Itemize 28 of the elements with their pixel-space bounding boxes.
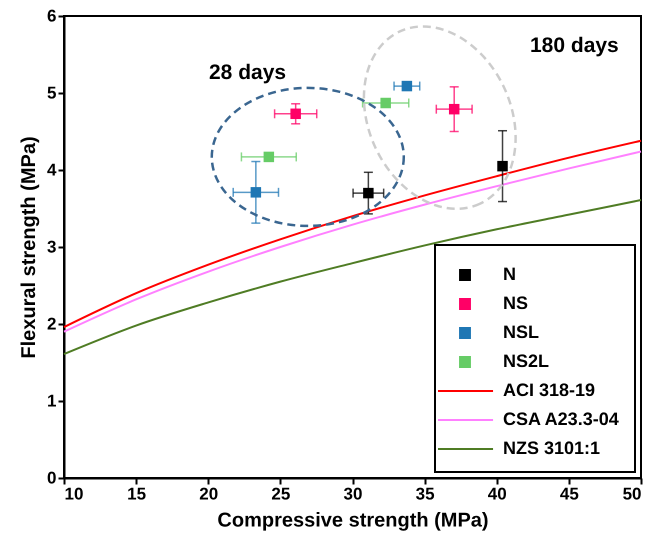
x-tick-label: 30 [344,484,362,504]
x-tick-label: 50 [622,484,642,504]
x-tick-label: 25 [271,484,290,504]
legend-label: NZS 3101:1 [503,438,600,458]
legend-label: CSA A23.3-04 [503,409,619,429]
y-tick-label: 5 [47,84,56,102]
y-tick-label: 0 [47,468,56,488]
annotation: 28 days [209,61,286,84]
y-tick-label: 6 [47,6,56,26]
x-tick-label: 20 [199,484,218,504]
x-tick-label: 45 [560,484,579,504]
y-tick-label: 3 [47,238,56,256]
line-series [63,199,642,356]
y-axis-title: Flexural strength (MPa) [18,136,40,359]
annotation: 180 days [530,34,619,57]
x-tick-label: 40 [488,484,507,504]
legend-label: NS [503,293,528,313]
y-tick-label: 1 [47,392,56,410]
y-tick-label: 2 [47,314,56,334]
y-tick-label: 4 [47,160,58,180]
x-axis-title: Compressive strength (MPa) [217,510,489,532]
x-tick-label: 15 [127,484,146,504]
x-tick-label: 10 [64,484,84,504]
x-tick-label: 35 [416,484,435,504]
legend-label: NSL [503,322,540,342]
legend-label: ACI 318-19 [503,380,596,400]
legend-label: NS2L [503,351,550,371]
legend-label: N [503,264,516,284]
